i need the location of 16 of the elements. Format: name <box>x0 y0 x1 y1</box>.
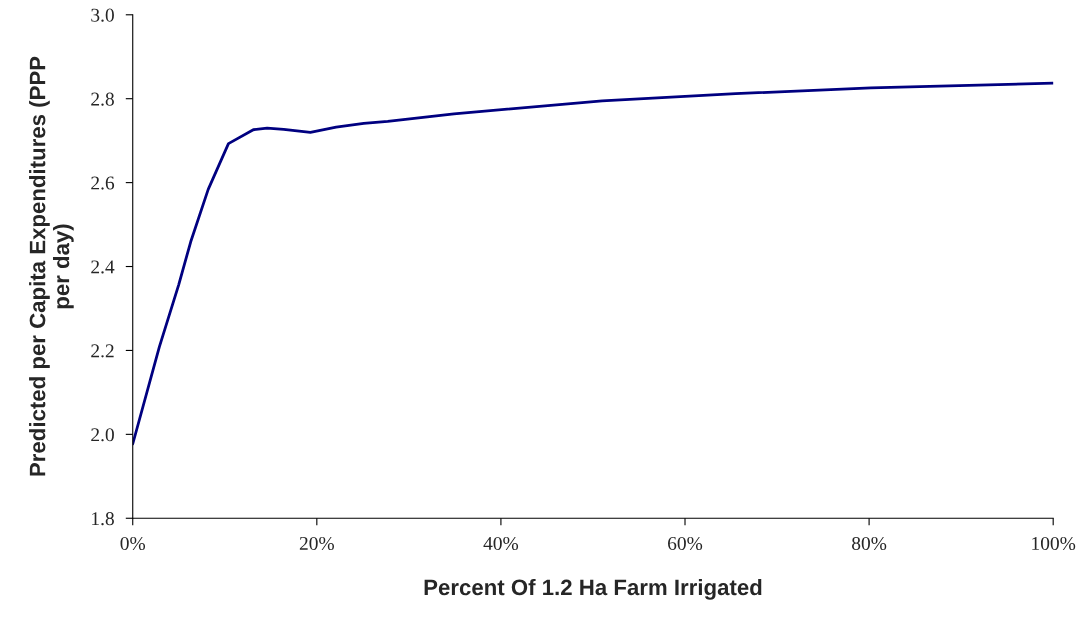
y-tick-label: 2.6 <box>91 176 115 190</box>
y-tick-label: 2.8 <box>91 92 114 106</box>
x-tick-label: 60% <box>668 536 703 551</box>
y-tick-label: 1.8 <box>92 512 114 526</box>
x-axis-title: Percent Of 1.2 Ha Farm Irrigated <box>424 578 762 600</box>
y-tick-label: 2.4 <box>91 260 115 274</box>
line-series <box>132 81 1054 446</box>
x-tick-label: 80% <box>852 536 887 551</box>
x-tick-label: 20% <box>299 536 334 551</box>
x-tick-label: 0% <box>120 536 146 551</box>
y-axis-title: Predicted per Capita Expenditures (PPP per day) <box>29 56 74 476</box>
y-tick-label: 2.2 <box>91 344 114 358</box>
x-tick-label: 40% <box>483 536 519 551</box>
x-tick-label: 100% <box>1032 536 1076 551</box>
y-tick-label: 2.0 <box>91 428 114 442</box>
y-tick-label: 3.0 <box>91 8 114 22</box>
